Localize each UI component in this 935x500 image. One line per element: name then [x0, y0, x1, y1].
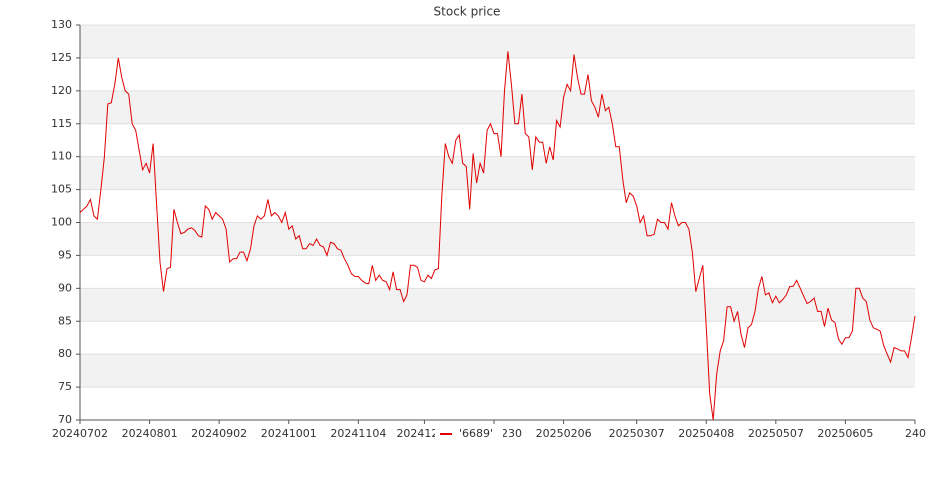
y-tick-label: 70 [58, 413, 72, 426]
x-tick-label: 20250605 [817, 427, 873, 440]
y-tick-label: 125 [51, 51, 72, 64]
y-tick-label: 75 [58, 380, 72, 393]
y-tick-label: 85 [58, 314, 72, 327]
y-tick-label: 110 [51, 150, 72, 163]
y-tick-label: 100 [51, 216, 72, 229]
x-tick-label: 20240801 [122, 427, 178, 440]
x-tick-label: 20241001 [261, 427, 317, 440]
band [80, 90, 915, 124]
x-tick-label: 20250206 [536, 427, 592, 440]
y-tick-label: 120 [51, 84, 72, 97]
band [80, 25, 915, 58]
price-line [79, 51, 916, 421]
band [80, 156, 915, 190]
y-tick-label: 115 [51, 117, 72, 130]
x-tick-label: 240 [905, 427, 926, 440]
x-tick-label: 20250507 [748, 427, 804, 440]
band [80, 288, 915, 322]
x-tick-label: 20240702 [52, 427, 108, 440]
y-tick-label: 80 [58, 347, 72, 360]
x-tick-label: 20241104 [330, 427, 386, 440]
x-tick-label: 20240902 [191, 427, 247, 440]
y-tick-label: 130 [51, 18, 72, 31]
y-tick-label: 105 [51, 183, 72, 196]
legend-box [435, 426, 503, 442]
band [80, 354, 915, 388]
band [80, 222, 915, 256]
legend-label: '6689' [459, 427, 493, 440]
x-tick-label: 20250408 [678, 427, 734, 440]
chart-title: Stock price [434, 5, 501, 19]
x-tick-label: 20250307 [609, 427, 665, 440]
y-tick-label: 90 [58, 281, 72, 294]
y-tick-label: 95 [58, 248, 72, 261]
